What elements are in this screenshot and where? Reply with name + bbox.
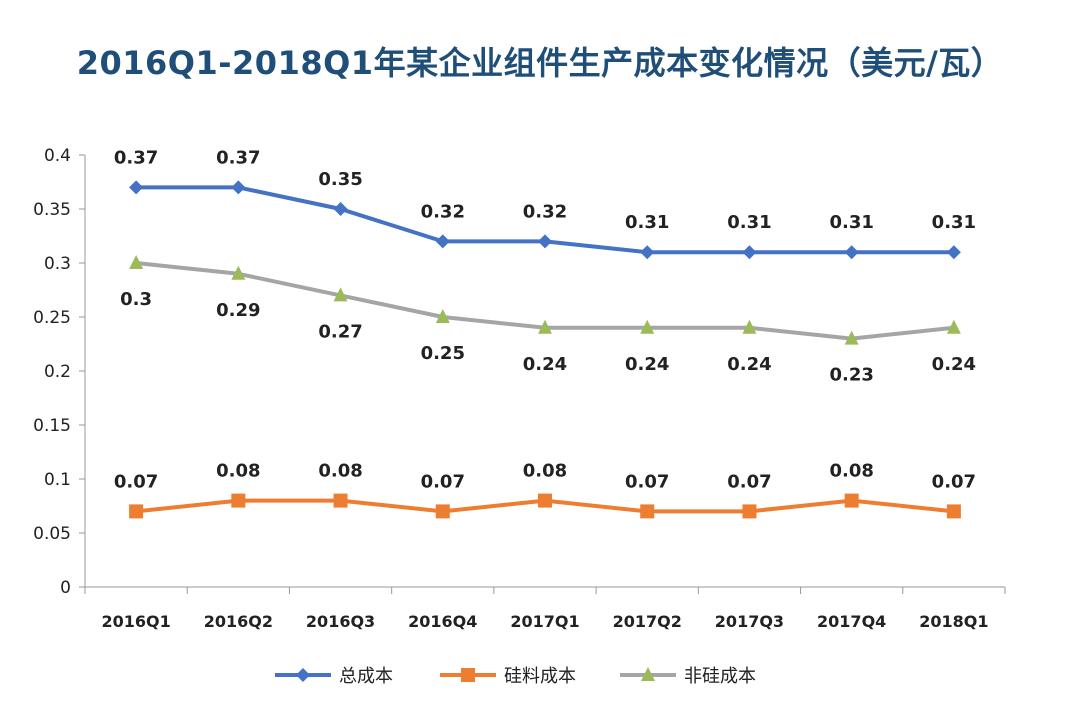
data-point <box>844 493 859 508</box>
data-point <box>333 493 348 508</box>
data-point <box>538 319 552 334</box>
x-tick-label: 2017Q3 <box>715 612 784 631</box>
legend-marker <box>641 667 655 681</box>
data-point <box>129 504 144 519</box>
x-tick-label: 2016Q1 <box>101 612 170 631</box>
series-layer <box>129 180 961 519</box>
series-0 <box>129 180 961 260</box>
data-label: 0.35 <box>318 169 362 190</box>
data-label: 0.31 <box>829 212 873 233</box>
y-tick-label: 0.2 <box>44 362 71 382</box>
y-tick-label: 0.4 <box>44 146 71 166</box>
data-point <box>435 504 450 519</box>
legend-marker <box>296 668 310 682</box>
data-label: 0.24 <box>932 354 976 375</box>
data-label: 0.07 <box>114 471 158 492</box>
x-tick-label: 2018Q1 <box>919 612 988 631</box>
data-label: 0.29 <box>216 300 260 321</box>
data-label: 0.24 <box>523 354 567 375</box>
data-point <box>742 504 757 519</box>
legend: 总成本 硅料成本 非硅成本 <box>275 666 756 687</box>
data-point <box>231 265 246 280</box>
data-label: 0.07 <box>932 471 976 492</box>
data-label: 0.31 <box>727 212 771 233</box>
data-label: 0.3 <box>120 289 152 310</box>
x-tick-label: 2016Q3 <box>306 612 375 631</box>
data-point <box>640 319 655 334</box>
data-point <box>742 245 757 260</box>
data-point <box>435 309 450 323</box>
data-point <box>538 493 552 508</box>
data-label: 0.08 <box>829 461 873 482</box>
data-point <box>538 234 552 249</box>
data-labels: 0.37 0.37 0.35 0.32 0.32 0.31 0.31 0.31 0.31 0.07… <box>114 147 976 492</box>
data-label: 0.37 <box>216 147 260 168</box>
data-point <box>231 493 246 508</box>
data-point <box>333 202 348 216</box>
data-label: 0.24 <box>727 354 771 375</box>
data-label: 0.37 <box>114 147 158 168</box>
data-point <box>129 180 144 195</box>
data-label: 0.08 <box>216 461 260 482</box>
data-point <box>742 319 757 334</box>
data-label: 0.31 <box>932 212 976 233</box>
data-label: 0.08 <box>523 461 567 482</box>
legend-label: 硅料成本 <box>504 666 576 687</box>
y-tick-label: 0.35 <box>33 200 71 220</box>
data-point <box>946 319 961 334</box>
data-label: 0.24 <box>625 354 669 375</box>
data-point <box>844 245 859 260</box>
legend-label: 非硅成本 <box>684 666 756 687</box>
data-point <box>640 245 655 260</box>
data-point <box>333 287 348 302</box>
data-point <box>435 234 450 249</box>
legend-marker <box>461 668 475 682</box>
y-tick-label: 0 <box>60 578 71 598</box>
y-tick-label: 0.25 <box>33 308 71 328</box>
data-point <box>129 255 144 269</box>
axes: 0 0.05 0.1 0.15 0.2 0.25 0.3 0.35 0.4 2016Q1 2016Q… <box>33 146 1006 631</box>
series-2 <box>129 255 961 345</box>
chart-title: 2016Q1-2018Q1年某企业组件生产成本变化情况（美元/瓦） <box>76 44 1004 82</box>
data-label: 0.07 <box>727 471 771 492</box>
data-label: 0.32 <box>421 201 465 222</box>
data-point <box>640 504 655 519</box>
data-label: 0.25 <box>421 343 465 364</box>
y-tick-label: 0.05 <box>33 524 71 544</box>
series-1 <box>129 493 961 519</box>
x-tick-label: 2017Q4 <box>817 612 886 631</box>
x-tick-label: 2016Q2 <box>204 612 273 631</box>
data-label: 0.31 <box>625 212 669 233</box>
y-tick-label: 0.3 <box>44 254 71 274</box>
data-label: 0.23 <box>829 365 873 386</box>
x-tick-label: 2016Q4 <box>408 612 477 631</box>
data-label: 0.07 <box>421 471 465 492</box>
y-tick-label: 0.1 <box>44 470 71 490</box>
data-label: 0.07 <box>625 471 669 492</box>
y-tick-label: 0.15 <box>33 416 71 436</box>
data-label: 0.32 <box>523 201 567 222</box>
data-point <box>946 245 961 260</box>
legend-label: 总成本 <box>339 666 393 687</box>
x-tick-label: 2017Q2 <box>613 612 682 631</box>
data-point <box>946 504 961 519</box>
data-label: 0.27 <box>318 321 362 342</box>
data-point <box>231 180 246 195</box>
data-label: 0.08 <box>318 461 362 482</box>
x-tick-label: 2017Q1 <box>510 612 579 631</box>
data-point <box>844 330 859 345</box>
